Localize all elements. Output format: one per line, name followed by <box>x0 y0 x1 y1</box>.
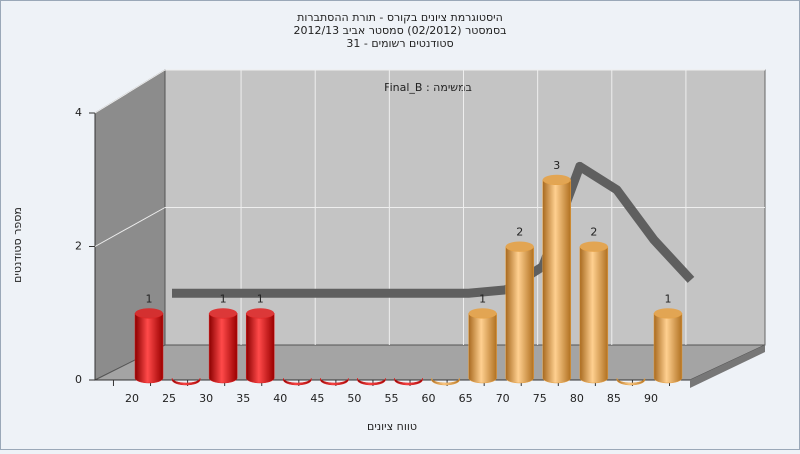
x-tick-label: 80 <box>570 392 584 405</box>
x-tick-label: 85 <box>607 392 621 405</box>
floor-edge <box>690 345 765 388</box>
bar <box>616 377 646 386</box>
bar-top <box>653 308 682 319</box>
grid-line <box>94 207 166 247</box>
bar <box>134 313 164 384</box>
bar-top <box>135 308 163 319</box>
data-label: 2 <box>516 226 523 239</box>
bar <box>357 377 386 386</box>
x-tick-label: 90 <box>644 392 658 405</box>
data-label: 2 <box>590 226 597 239</box>
x-tick-label: 70 <box>496 392 510 405</box>
x-tick-label: 40 <box>273 392 287 405</box>
data-label: 1 <box>146 292 153 305</box>
bar <box>653 313 683 384</box>
grid-line <box>94 69 166 114</box>
bar-top <box>579 241 608 252</box>
data-label: 3 <box>553 159 560 172</box>
x-tick-label: 20 <box>125 392 139 405</box>
data-label: 1 <box>257 292 264 305</box>
data-label: 1 <box>479 292 486 305</box>
bar-top <box>209 308 238 319</box>
x-axis-label: טווח ציונים <box>367 420 417 433</box>
bar-top <box>542 174 571 185</box>
bar <box>542 179 572 384</box>
chart-title: סטודנטים רשומים - 31 <box>346 37 453 50</box>
y-axis-label: מספר סטודנטים <box>11 207 24 283</box>
bar <box>283 377 312 386</box>
data-label: 1 <box>220 292 227 305</box>
bar <box>208 313 238 384</box>
y-tick-label: 0 <box>75 373 82 386</box>
curve <box>172 161 695 298</box>
chart-title: בסמסטר (02/2012) סמסטר אביב 2012/13 <box>293 24 506 37</box>
y-tick-label: 2 <box>75 240 82 253</box>
x-tick-label: 50 <box>347 392 361 405</box>
bar <box>245 313 275 384</box>
bar-top <box>468 308 497 319</box>
y-tick-label: 4 <box>75 106 82 119</box>
bar <box>505 246 534 384</box>
chart-subtitle: Final_B : במשימה <box>384 81 472 94</box>
bar <box>394 377 423 386</box>
bar <box>431 377 460 386</box>
bar <box>171 377 201 386</box>
bar-top <box>505 241 534 252</box>
x-tick-label: 30 <box>199 392 213 405</box>
x-tick-label: 35 <box>236 392 250 405</box>
bar <box>579 246 609 384</box>
chart-title: היסטוגרמת ציונים בקורס - תורת ההסתברות <box>297 11 503 24</box>
data-label: 1 <box>664 292 671 305</box>
x-tick-label: 45 <box>310 392 324 405</box>
x-tick-label: 25 <box>162 392 176 405</box>
bar-top <box>246 308 275 319</box>
bar <box>468 313 497 384</box>
x-tick-label: 65 <box>459 392 473 405</box>
bar <box>320 377 349 386</box>
x-tick-label: 75 <box>533 392 547 405</box>
x-tick-label: 55 <box>384 392 398 405</box>
x-tick-label: 60 <box>422 392 436 405</box>
